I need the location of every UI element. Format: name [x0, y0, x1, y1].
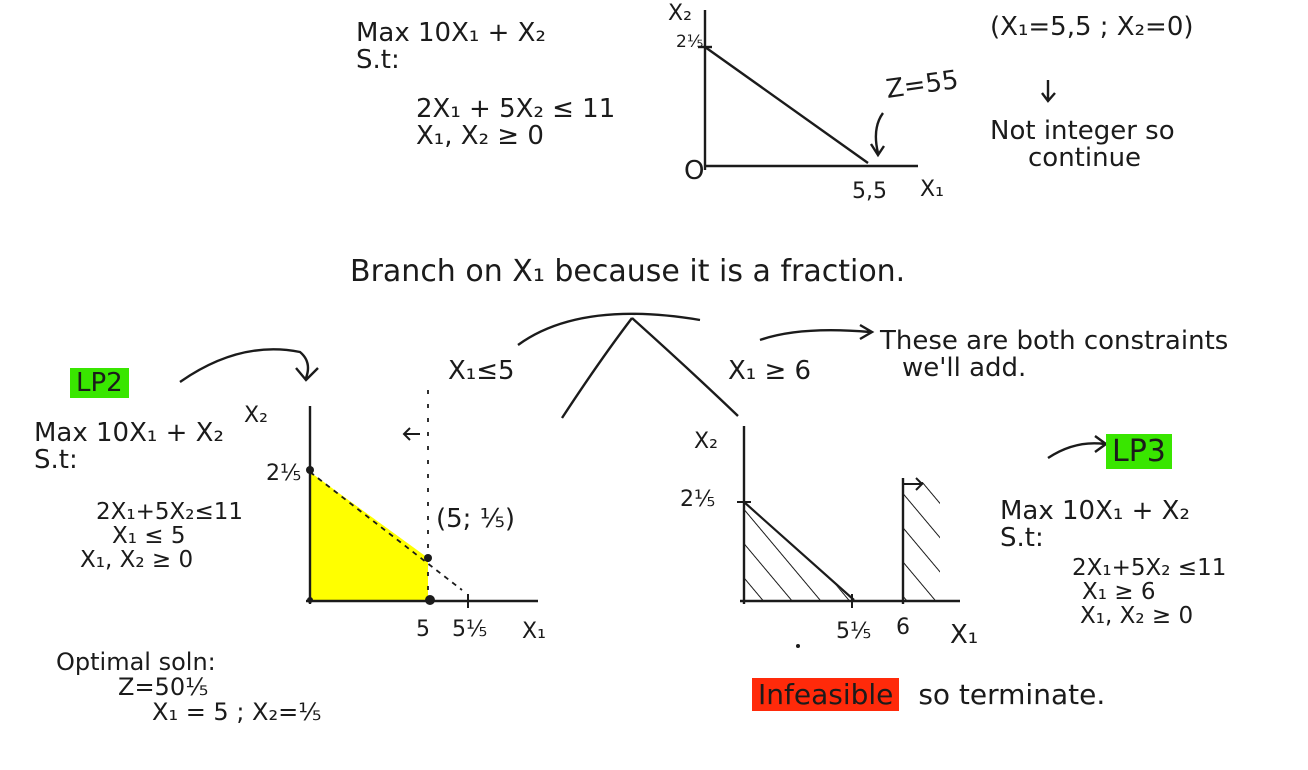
top-constraint-line [704, 46, 869, 164]
lp3-tag-label: LP3 [1106, 434, 1172, 469]
lp2-objective: Max 10X₁ + X₂ [34, 418, 224, 448]
lp3-nonneg: X₁, X₂ ≥ 0 [1080, 603, 1194, 630]
top-z-arrow [869, 112, 885, 158]
infeasible-tag: Infeasible [752, 678, 900, 711]
lp3-x-tick-5-1-5-label: 5⅕ [836, 619, 872, 644]
original-lp-st: S.t: [356, 45, 400, 76]
original-lp-nonneg: X₁, X₂ ≥ 0 [416, 121, 544, 152]
top-y-axis-label: X₂ [668, 1, 692, 26]
lp2-x-tick-5-1-5-label: 5⅕ [452, 617, 488, 642]
top-solution-label: (X₁=5,5 ; X₂=0) [990, 12, 1194, 42]
lp3-bound-arrow [903, 477, 924, 491]
lp2-arrow [179, 348, 319, 383]
original-lp-constraints: 2X₁ + 5X₂ ≤ 11 X₁, X₂ ≥ 0 [416, 94, 616, 152]
lp2-point-5-0 [425, 595, 435, 605]
original-lp-constraint-1: 2X₁ + 5X₂ ≤ 11 [416, 94, 616, 124]
lp2-optimal-x: X₁ = 5 ; X₂=⅕ [152, 698, 322, 727]
lp3-constraint-2: X₁ ≥ 6 [1082, 579, 1156, 606]
branch-heading: Branch on X₁ because it is a fraction. [350, 254, 906, 289]
top-y-tick-label: 2⅕ [676, 32, 704, 52]
lp2-st: S.t: [34, 445, 78, 476]
lp2-graph [306, 390, 538, 608]
top-graph [698, 10, 1056, 170]
lp3-objective: Max 10X₁ + X₂ [1000, 496, 1190, 526]
top-down-arrow [1041, 80, 1056, 103]
top-note: Not integer so continue [990, 116, 1175, 174]
branch-top-curve [517, 312, 701, 346]
lp2-tag-label: LP2 [70, 368, 129, 398]
original-lp-objective: Max 10X₁ + X₂ [356, 18, 546, 48]
lp3-constraints-block: 2X₁+5X₂ ≤11 X₁ ≥ 6 X₁, X₂ ≥ 0 [1072, 555, 1227, 630]
lp3-hatched-x1-ge-6 [903, 482, 940, 600]
lp2-optimal-z: Z=50⅕ [118, 673, 209, 702]
branch-note-line-2: we'll add. [902, 353, 1027, 384]
branch-left-label: X₁≤5 [448, 356, 515, 386]
lp3-objective-block: Max 10X₁ + X₂ S.t: [1000, 496, 1190, 554]
top-x-axis-label: X₁ [920, 177, 944, 202]
lp2-bound-arrow [402, 427, 420, 441]
branch-note-line-1: These are both constraints [880, 326, 1229, 356]
lp2-x-axis-label: X₁ [522, 619, 546, 644]
lp2-optimal-block: Optimal soln: Z=50⅕ X₁ = 5 ; X₂=⅕ [56, 648, 322, 727]
lp2-objective-block: Max 10X₁ + X₂ S.t: [34, 418, 224, 476]
lp2-nonneg: X₁, X₂ ≥ 0 [80, 547, 194, 574]
branch-left-stroke [560, 317, 633, 419]
lp3-x-tick-6-label: 6 [896, 615, 910, 640]
branch-tree [179, 312, 1109, 459]
lp2-feasible-region [310, 472, 428, 600]
lp2-y-tick-label: 2⅕ [266, 461, 302, 486]
original-lp: Max 10X₁ + X₂ S.t: [356, 18, 546, 76]
lp3-arrow [1047, 435, 1109, 459]
lp3-constraint-1: 2X₁+5X₂ ≤11 [1072, 555, 1227, 581]
top-note-line-1: Not integer so [990, 116, 1175, 146]
branch-note: These are both constraints we'll add. [880, 326, 1229, 384]
lp2-point-origin [307, 597, 313, 603]
lp2-tag: LP2 [70, 368, 129, 398]
result: Infeasible so terminate. [752, 678, 1106, 711]
lp3-dot [796, 644, 800, 648]
lp2-constraint-line [309, 471, 463, 591]
lp2-point-label: (5; ⅕) [436, 504, 516, 534]
lp2-constraint-2: X₁ ≤ 5 [112, 523, 186, 550]
branch-right-arrow [759, 323, 875, 342]
top-note-line-2: continue [1028, 143, 1142, 174]
lp3-constraint-line [743, 501, 855, 601]
top-x-tick-label: 5,5 [852, 179, 887, 204]
lp2-optimal-title: Optimal soln: [56, 648, 216, 676]
lp2-constraints-block: 2X₁+5X₂≤11 X₁ ≤ 5 X₁, X₂ ≥ 0 [80, 499, 244, 573]
branch-right-stroke [631, 317, 739, 417]
branch-right-label: X₁ ≥ 6 [728, 356, 812, 386]
lp3-graph [737, 426, 960, 648]
lp3-tag: LP3 [1106, 434, 1172, 469]
lp2-y-axis-label: X₂ [244, 403, 268, 428]
lp2-point-5-1-5 [424, 554, 432, 562]
lp2-constraint-1: 2X₁+5X₂≤11 [96, 499, 244, 525]
lp2-x-tick-5-label: 5 [416, 617, 430, 642]
lp3-y-tick-label: 2⅕ [680, 487, 716, 512]
lp3-y-axis-label: X₂ [694, 429, 718, 454]
lp2-point-y [306, 466, 314, 474]
top-origin-label: O [684, 156, 705, 186]
lp3-st: S.t: [1000, 523, 1044, 554]
lp3-x-axis-label: X₁ [950, 620, 979, 650]
result-text: so terminate. [918, 678, 1106, 711]
